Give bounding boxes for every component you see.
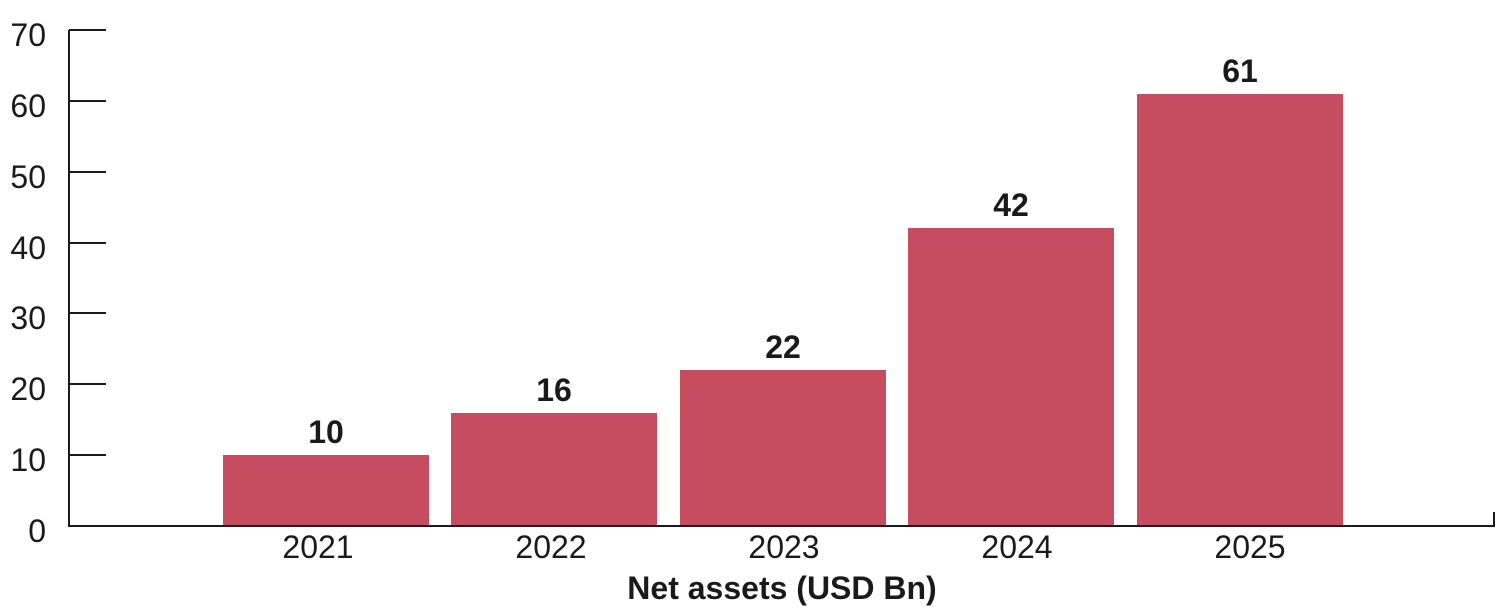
y-axis-tick: [69, 171, 106, 173]
x-axis-category-label-2024: 2024: [981, 529, 1053, 565]
y-axis-tick: [69, 100, 106, 102]
x-axis-title: Net assets (USD Bn): [627, 570, 937, 606]
y-axis-line: [68, 30, 70, 527]
y-axis-tick-label: 10: [10, 442, 46, 478]
bar-2023: [680, 370, 886, 525]
x-axis-category-label-2023: 2023: [748, 529, 820, 565]
value-label-2023: 22: [765, 329, 801, 365]
x-axis-line: [68, 525, 1495, 527]
y-axis-tick: [69, 312, 106, 314]
bar-2022: [451, 413, 657, 525]
y-axis-tick-label: 20: [10, 371, 46, 407]
y-axis-tick-label: 70: [10, 17, 46, 53]
x-axis-category-label-2022: 2022: [515, 529, 587, 565]
y-axis-tick-label: 40: [10, 230, 46, 266]
y-axis-tick-label: 0: [28, 513, 46, 549]
y-axis-tick-label: 50: [10, 159, 46, 195]
x-axis-category-label-2021: 2021: [282, 529, 354, 565]
value-label-2021: 10: [308, 414, 344, 450]
value-label-2025: 61: [1222, 53, 1258, 89]
value-label-2024: 42: [993, 187, 1029, 223]
bar-2024: [908, 228, 1114, 525]
bar-2025: [1137, 94, 1343, 525]
bar-2021: [223, 455, 429, 525]
x-axis-end-tick: [1493, 512, 1495, 526]
x-axis-category-label-2025: 2025: [1214, 529, 1286, 565]
value-label-2022: 16: [536, 372, 572, 408]
y-axis-tick-label: 60: [10, 88, 46, 124]
y-axis-tick: [69, 383, 106, 385]
y-axis-tick: [69, 29, 106, 31]
y-axis-tick-label: 30: [10, 300, 46, 336]
y-axis-tick: [69, 454, 106, 456]
y-axis-tick: [69, 242, 106, 244]
